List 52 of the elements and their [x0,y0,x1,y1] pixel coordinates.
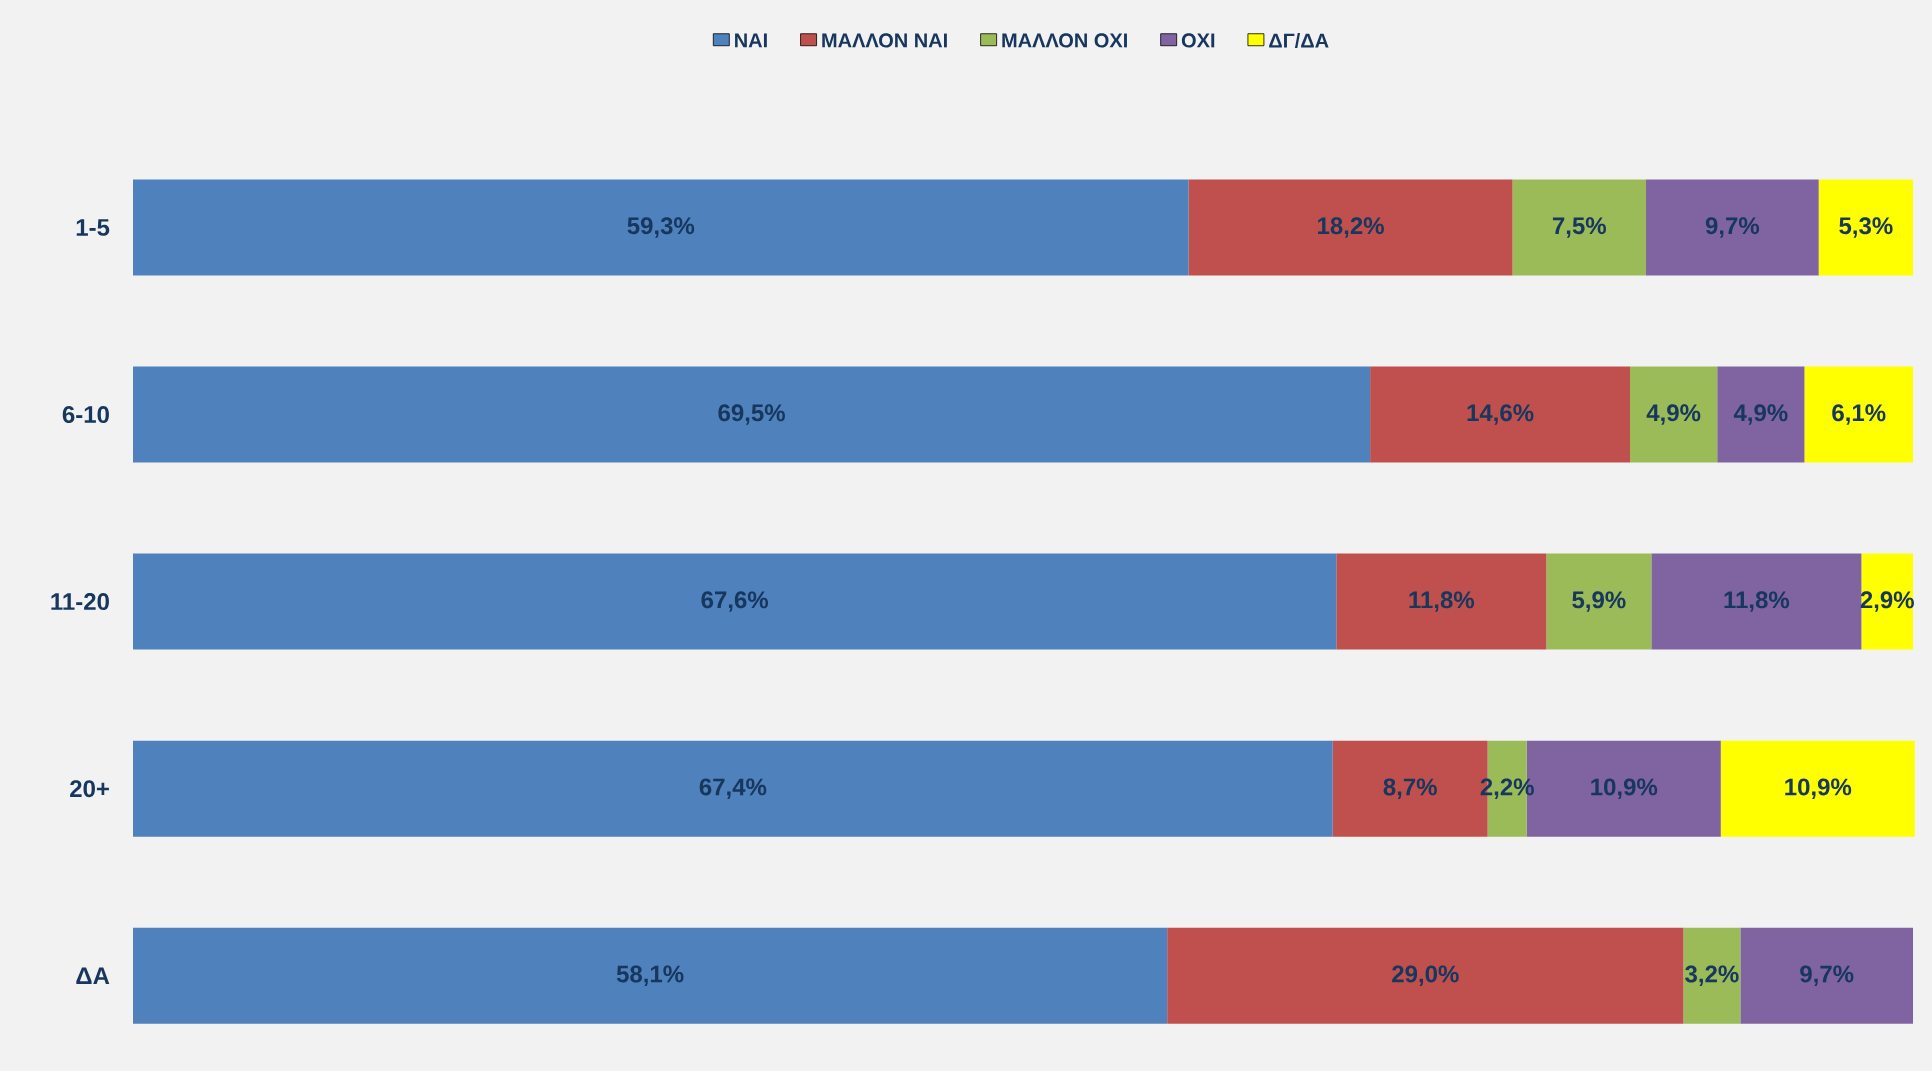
data-label: 5,3% [1839,217,1893,238]
bar [1651,553,1862,650]
data-label: 11,8% [1409,591,1475,612]
bar [1512,179,1647,276]
y-tick-label: 20+ [70,780,109,798]
legend-label: ΝΑΙ [735,33,767,48]
y-tick-label: ΔΑ [76,967,110,985]
bar [133,553,1337,650]
data-label: 67,4% [699,778,767,800]
data-label: 14,6% [1467,404,1534,425]
bar [1336,553,1547,650]
y-tick-label: 11-20 [51,593,109,611]
bar [1646,179,1819,276]
bar [1188,179,1513,276]
data-label: 9,7% [1800,965,1854,987]
y-tick-label: 6-10 [62,406,109,424]
data-label: 10,9% [1591,778,1658,800]
data-label: 59,3% [627,217,695,238]
data-label: 4,9% [1733,404,1788,425]
bar [1630,366,1718,463]
legend-label: ΟΧΙ [1181,33,1215,48]
data-label: 5,9% [1572,591,1626,612]
data-label: 4,9% [1646,404,1701,425]
data-label: 3,2% [1685,965,1739,987]
bar [133,740,1333,837]
legend-label: ΜΑΛΛΟΝ ΟΧΙ [1002,33,1127,48]
data-label: 67,6% [701,591,769,612]
bar [1683,927,1741,1024]
bar [1546,553,1652,650]
data-label: 69,5% [718,404,785,425]
bar [1740,927,1914,1024]
bar [133,927,1168,1024]
data-label: 11,8% [1724,591,1790,612]
data-label: 8,7% [1383,778,1437,800]
data-label: 18,2% [1318,217,1384,238]
data-label: 29,0% [1392,965,1459,987]
legend-label: ΜΑΛΛΟΝ ΝΑΙ [822,33,947,48]
data-label: 7,5% [1552,217,1606,238]
bar [133,179,1189,276]
bar [1167,927,1684,1024]
bar [1370,366,1630,463]
bar [1717,366,1805,463]
data-label: 58,1% [616,965,684,987]
legend-label: ΔΓ/ΔΑ [1269,33,1329,49]
data-label: 10,9% [1785,778,1852,800]
bar [1804,366,1914,463]
data-label: 9,7% [1705,217,1760,238]
bar [133,366,1371,463]
bar [1720,740,1915,837]
bar [1818,179,1914,276]
y-tick-label: 1-5 [76,219,110,236]
data-label: 6,1% [1832,404,1886,425]
